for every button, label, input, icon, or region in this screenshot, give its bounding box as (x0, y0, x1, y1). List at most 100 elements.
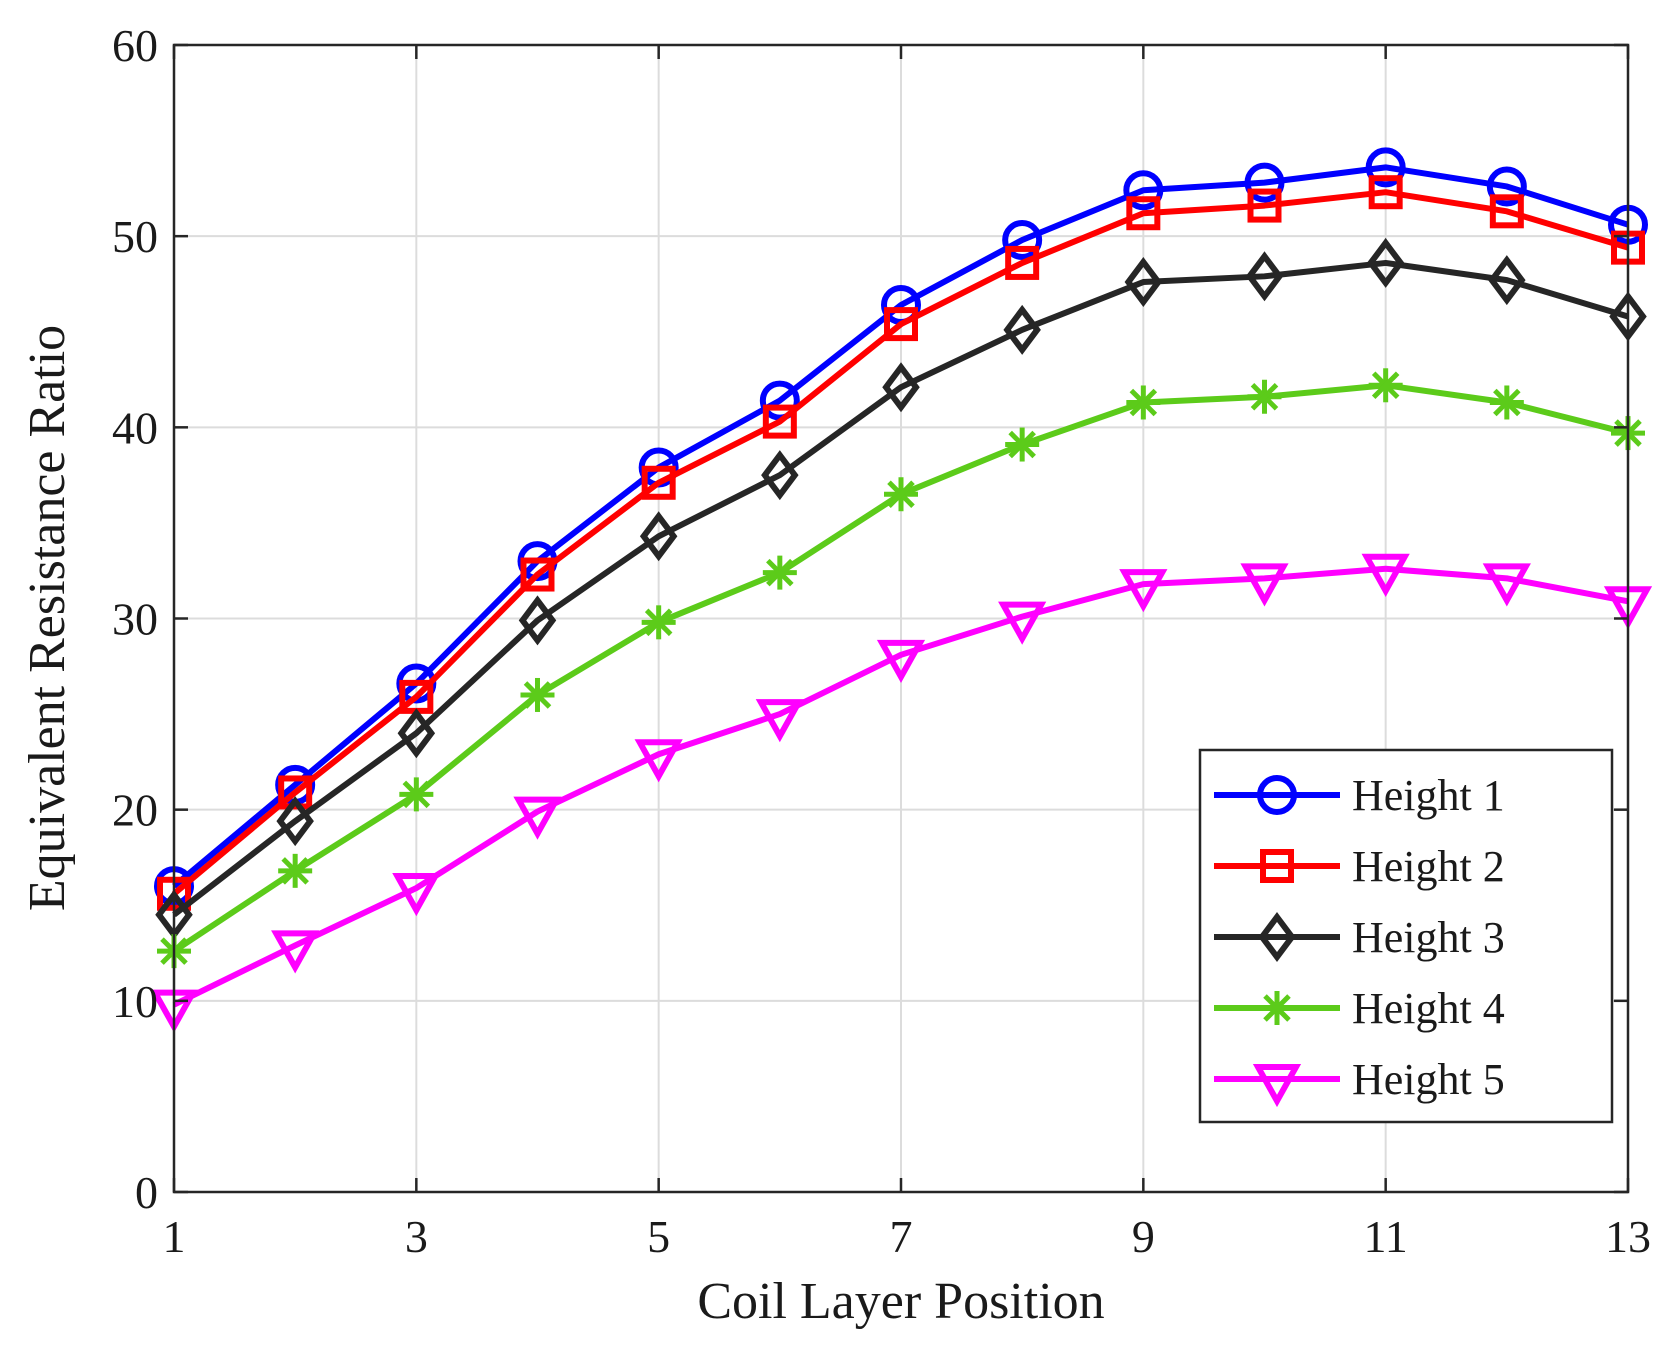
asterisk-stroke (1263, 994, 1291, 1022)
x-tick-label: 3 (405, 1211, 428, 1262)
asterisk-stroke (523, 681, 552, 709)
data-point (1244, 162, 1285, 203)
data-point (1126, 196, 1161, 231)
data-point (520, 557, 555, 592)
x-tick-label: 9 (1132, 1211, 1155, 1262)
data-point (641, 605, 676, 640)
legend-marker (1260, 991, 1294, 1025)
asterisk-stroke (1129, 388, 1158, 417)
axes (172, 43, 1630, 1194)
asterisk-stroke (402, 780, 431, 809)
data-point (641, 465, 676, 500)
x-axis-label: Coil Layer Position (697, 1273, 1104, 1330)
x-tick-label: 5 (647, 1211, 670, 1262)
x-tick-label: 13 (1605, 1211, 1651, 1262)
legend-entry: Height 1 (1214, 771, 1505, 820)
data-point (276, 796, 314, 847)
data-point (884, 307, 918, 342)
y-tick-label: 0 (135, 1167, 158, 1218)
data-point (1247, 379, 1282, 414)
series-line (172, 189, 1629, 897)
data-point (882, 362, 920, 413)
data-point (639, 511, 678, 562)
asterisk-stroke (1493, 388, 1521, 417)
data-point (1124, 257, 1163, 308)
data-point (1005, 427, 1040, 462)
data-point (884, 477, 918, 512)
data-point (399, 777, 434, 812)
data-point (1488, 255, 1526, 306)
series-4 (157, 368, 1645, 969)
data-point (1368, 175, 1403, 210)
series-line (172, 565, 1629, 1008)
legend-label: Height 5 (1352, 1055, 1505, 1104)
data-point (759, 380, 800, 421)
data-point (1003, 304, 1041, 355)
legend: Height 1 Height 2 Height 3 Height 4 Height 5 (1198, 748, 1614, 1124)
data-point (1365, 147, 1406, 188)
asterisk-stroke (1250, 382, 1279, 411)
asterisk-stroke (766, 558, 794, 587)
data-point (1489, 385, 1524, 420)
asterisk-stroke (1008, 430, 1036, 459)
y-tick-label: 40 (112, 402, 158, 453)
asterisk-stroke (887, 480, 915, 509)
legend-marker (1257, 775, 1297, 815)
data-point (397, 708, 436, 759)
data-point (1486, 166, 1527, 207)
y-tick-label: 30 (112, 594, 158, 645)
y-tick-label: 10 (112, 976, 158, 1027)
legend-marker (1252, 1064, 1302, 1108)
data-point (1240, 563, 1289, 607)
x-tick-label: 7 (890, 1211, 913, 1262)
legend-entry: Height 5 (1214, 1055, 1505, 1108)
x-tick-label: 1 (163, 1211, 186, 1262)
data-point (1489, 194, 1524, 229)
data-point (1123, 170, 1164, 211)
data-point (1247, 188, 1282, 223)
data-point (876, 639, 926, 683)
x-tick-label: 11 (1364, 1211, 1408, 1262)
data-point (520, 677, 555, 712)
data-point (634, 739, 683, 783)
legend-marker (1258, 912, 1296, 962)
legend-entry: Height 4 (1214, 984, 1505, 1033)
y-tick-label: 50 (112, 211, 158, 262)
data-point (278, 775, 313, 810)
data-point (761, 450, 799, 501)
y-axis-label: Equivalent Resistance Ratio (19, 325, 76, 911)
data-point (1005, 245, 1040, 280)
series-lines (149, 147, 1653, 1033)
asterisk-stroke (1371, 371, 1400, 400)
data-point (518, 595, 557, 646)
data-point (762, 555, 797, 590)
data-point (1245, 251, 1284, 302)
data-point (762, 404, 797, 439)
data-point (998, 601, 1047, 645)
legend-label: Height 4 (1352, 984, 1505, 1033)
legend-label: Height 1 (1352, 771, 1505, 820)
legend-entry: Height 2 (1214, 842, 1505, 891)
y-tick-label: 60 (112, 20, 158, 71)
data-point (1002, 219, 1043, 260)
data-point (1482, 563, 1531, 607)
data-point (1126, 385, 1161, 420)
data-point (271, 930, 320, 974)
data-point (1366, 237, 1405, 288)
series-line (172, 259, 1629, 918)
asterisk-stroke (644, 608, 673, 637)
asterisk-stroke (281, 857, 309, 885)
data-point (1368, 368, 1403, 403)
legend-marker (1260, 849, 1294, 883)
data-point (392, 873, 441, 917)
legend-entry: Height 3 (1214, 912, 1505, 962)
legend-label: Height 3 (1352, 913, 1505, 962)
data-point (1361, 553, 1410, 597)
y-tick-label: 20 (112, 785, 158, 836)
data-point (513, 796, 562, 840)
data-point (755, 699, 804, 743)
legend-label: Height 2 (1352, 842, 1505, 891)
data-point (278, 853, 313, 888)
